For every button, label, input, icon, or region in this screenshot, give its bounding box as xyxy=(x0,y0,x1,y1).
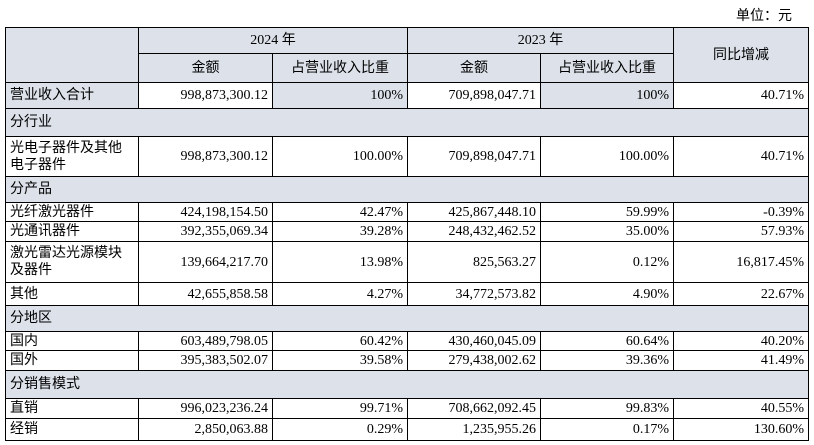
cell-value: 57.93% xyxy=(673,221,809,242)
section-row: 分行业 xyxy=(5,108,809,137)
cell-value: 996,023,236.24 xyxy=(138,398,273,419)
cell-value: 35.00% xyxy=(540,221,674,242)
section-row: 分销售模式 xyxy=(5,370,809,399)
section-row: 分产品 xyxy=(5,176,809,203)
table-row: 激光雷达光源模块及器件 139,664,217.70 13.98% 825,563.2… xyxy=(5,241,809,283)
cell-value: 40.71% xyxy=(673,136,809,177)
row-label: 激光雷达光源模块及器件 xyxy=(5,241,139,283)
row-label: 经销 xyxy=(5,418,139,441)
row-label: 国内 xyxy=(5,331,139,351)
section-row: 分地区 xyxy=(5,305,809,332)
cell-value: 709,898,047.71 xyxy=(407,136,541,177)
cell-value: 16,817.45% xyxy=(673,241,809,283)
unit-label: 单位：元 xyxy=(736,9,792,24)
cell-value: 40.71% xyxy=(673,82,809,109)
cell-value: 100% xyxy=(272,82,408,109)
table-row: 分销售模式 xyxy=(5,370,809,399)
row-label: 直销 xyxy=(5,398,139,419)
table-row: 国内 603,489,798.05 60.42% 430,460,045.09 60.6… xyxy=(5,331,809,351)
cell-value: 248,432,462.52 xyxy=(407,221,541,242)
cell-value: 41.49% xyxy=(673,350,809,371)
table-row: 分地区 xyxy=(5,305,809,332)
row-label: 营业收入合计 xyxy=(5,82,139,109)
cell-value: 4.27% xyxy=(272,282,408,306)
cell-value: 998,873,300.12 xyxy=(138,136,273,177)
cell-value: 59.99% xyxy=(540,202,674,222)
table-row: 分行业 xyxy=(5,108,809,137)
cell-value: -0.39% xyxy=(673,202,809,222)
cell-value: 825,563.27 xyxy=(407,241,541,283)
cell-value: 395,383,502.07 xyxy=(138,350,273,371)
cell-value: 39.36% xyxy=(540,350,674,371)
table-row: 国外 395,383,502.07 39.58% 279,438,002.62 39.3… xyxy=(5,350,809,371)
cell-value: 392,355,069.34 xyxy=(138,221,273,242)
cell-value: 40.55% xyxy=(673,398,809,419)
cell-value: 60.42% xyxy=(272,331,408,351)
cell-value: 0.12% xyxy=(540,241,674,283)
cell-value: 22.67% xyxy=(673,282,809,306)
table-row: 其他 42,655,858.58 4.27% 34,772,573.82 4.90% 22… xyxy=(5,282,809,306)
cell-value: 42.47% xyxy=(272,202,408,222)
year-header: 2024 年 xyxy=(138,27,408,54)
cell-value: 42,655,858.58 xyxy=(138,282,273,306)
cell-value: 708,662,092.45 xyxy=(407,398,541,419)
row-label: 光电子器件及其他电子器件 xyxy=(5,136,139,177)
table-row: 光纤激光器件 424,198,154.50 42.47% 425,867,448.10… xyxy=(5,202,809,222)
cell-value: 99.71% xyxy=(272,398,408,419)
table-row: 营业收入合计 998,873,300.12 100% 709,898,047.71 10… xyxy=(5,82,809,109)
cell-value: 139,664,217.70 xyxy=(138,241,273,283)
cell-value: 99.83% xyxy=(540,398,674,419)
table-row: 直销 996,023,236.24 99.71% 708,662,092.45 99.8… xyxy=(5,398,809,419)
cell-value: 0.17% xyxy=(540,418,674,441)
row-label: 其他 xyxy=(5,282,139,306)
column-header: 金额 xyxy=(407,53,541,83)
row-label: 国外 xyxy=(5,350,139,371)
table-row: 经销 2,850,063.88 0.29% 1,235,955.26 0.17% 130.… xyxy=(5,418,809,441)
cell-value: 424,198,154.50 xyxy=(138,202,273,222)
column-header: 占营业收入比重 xyxy=(540,53,674,83)
row-label: 光通讯器件 xyxy=(5,221,139,242)
cell-value: 279,438,002.62 xyxy=(407,350,541,371)
cell-value: 34,772,573.82 xyxy=(407,282,541,306)
table-row: 分产品 xyxy=(5,176,809,203)
cell-value: 1,235,955.26 xyxy=(407,418,541,441)
cell-value: 2,850,063.88 xyxy=(138,418,273,441)
corner-cell xyxy=(5,27,139,83)
cell-value: 100.00% xyxy=(272,136,408,177)
year-header: 2023 年 xyxy=(407,27,674,54)
cell-value: 603,489,798.05 xyxy=(138,331,273,351)
row-label: 光纤激光器件 xyxy=(5,202,139,222)
cell-value: 100.00% xyxy=(540,136,674,177)
cell-value: 998,873,300.12 xyxy=(138,82,273,109)
cell-value: 13.98% xyxy=(272,241,408,283)
cell-value: 4.90% xyxy=(540,282,674,306)
cell-value: 130.60% xyxy=(673,418,809,441)
cell-value: 39.58% xyxy=(272,350,408,371)
table-row: 光通讯器件 392,355,069.34 39.28% 248,432,462.52 3… xyxy=(5,221,809,242)
cell-value: 40.20% xyxy=(673,331,809,351)
table-row: 光电子器件及其他电子器件 998,873,300.12 100.00% 709,898… xyxy=(5,136,809,177)
cell-value: 39.28% xyxy=(272,221,408,242)
column-header: 金额 xyxy=(138,53,273,83)
cell-value: 100% xyxy=(540,82,674,109)
cell-value: 60.64% xyxy=(540,331,674,351)
revenue-table: 2024 年 2023 年 同比增减 金额 占营业收入比重 金额 占营业收入比重… xyxy=(5,27,809,441)
yoy-header: 同比增减 xyxy=(673,27,809,83)
cell-value: 0.29% xyxy=(272,418,408,441)
cell-value: 430,460,045.09 xyxy=(407,331,541,351)
column-header: 占营业收入比重 xyxy=(272,53,408,83)
cell-value: 425,867,448.10 xyxy=(407,202,541,222)
cell-value: 709,898,047.71 xyxy=(407,82,541,109)
